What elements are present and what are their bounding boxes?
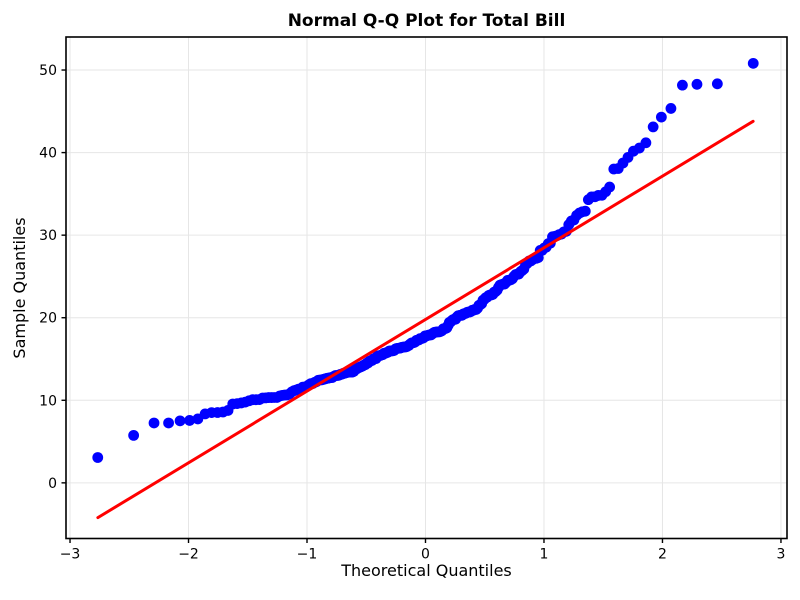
x-tick-label: 1: [540, 547, 549, 563]
y-tick-label: 0: [48, 476, 57, 492]
y-tick-label: 30: [39, 228, 57, 244]
data-point: [148, 417, 160, 429]
data-point: [677, 79, 688, 91]
y-tick-label: 50: [39, 63, 57, 79]
data-point: [665, 103, 677, 114]
chart-title: Normal Q-Q Plot for Total Bill: [287, 11, 566, 31]
data-point: [579, 205, 591, 217]
fit-line: [96, 119, 755, 520]
y-tick-label: 40: [39, 146, 57, 162]
data-point: [711, 78, 723, 90]
x-axis-label: Theoretical Quantiles: [341, 561, 512, 580]
y-axis-label: Sample Quantiles: [10, 217, 29, 359]
x-tick-label: −1: [297, 547, 318, 563]
y-tick-label: 20: [39, 311, 57, 327]
x-tick-label: 0: [421, 547, 430, 563]
data-point: [128, 429, 140, 441]
data-point: [184, 415, 196, 426]
data-point: [747, 57, 759, 69]
data-point: [163, 417, 174, 429]
plot-background: [66, 37, 787, 539]
data-point: [640, 137, 652, 149]
x-tick-label: 2: [658, 547, 667, 563]
x-tick-label: −3: [60, 547, 81, 563]
data-point: [691, 78, 703, 90]
x-tick-label: 3: [776, 547, 785, 563]
y-tick-label: 10: [39, 393, 57, 409]
data-point: [174, 415, 186, 427]
data-point: [92, 452, 104, 463]
data-point: [647, 121, 659, 133]
data-point: [655, 111, 667, 123]
x-tick-label: −2: [178, 547, 199, 563]
plot-border: [65, 36, 788, 540]
data-point: [604, 181, 616, 193]
